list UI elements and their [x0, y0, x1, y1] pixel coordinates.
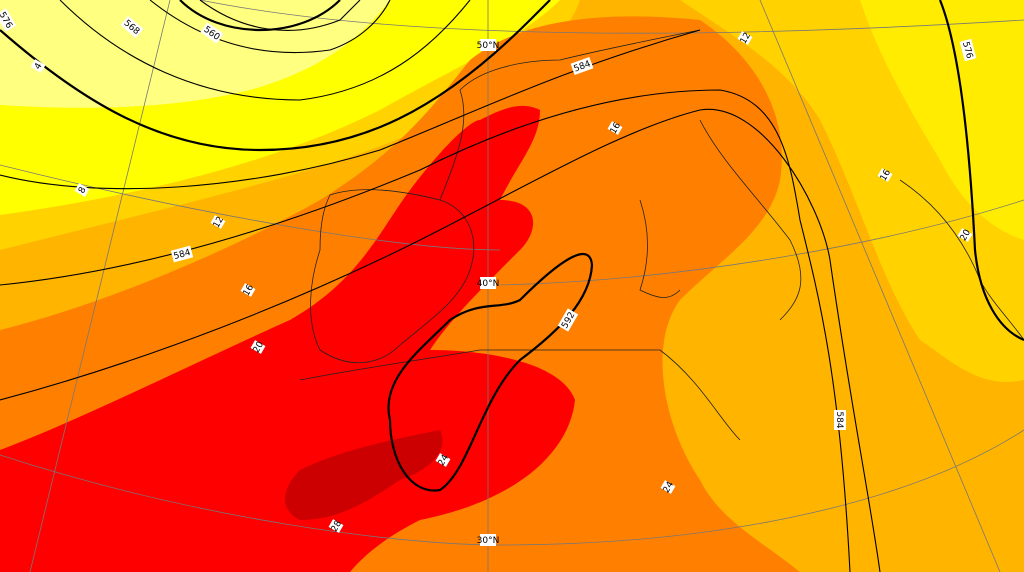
latitude-label-group: 30°N [477, 534, 500, 546]
temperature-label-group: 12 [737, 31, 753, 46]
contour-label: 584 [834, 411, 844, 428]
temperature-label-box [660, 480, 676, 494]
temperature-label-group: 4 [30, 59, 46, 73]
contour-label-box [570, 56, 594, 76]
contour-label-group: 584 [170, 245, 194, 263]
contour-label-box [170, 245, 194, 263]
contour-label: 576 [960, 41, 974, 60]
latitude-label-box [480, 277, 496, 289]
temperature-label-box [607, 121, 623, 135]
temperature-label-box [957, 228, 973, 242]
temperature-label-box [74, 183, 90, 197]
contour-label-box [959, 38, 977, 62]
temperature-label-box [30, 59, 46, 73]
temperature-label: 8 [77, 185, 89, 195]
temperature-label-box [240, 283, 256, 297]
contour-label-box [0, 8, 17, 32]
contour-label: 584 [173, 248, 192, 262]
contour-label-box [120, 15, 144, 39]
latitude-label: 30°N [477, 536, 500, 546]
contour-label-group: 584 [834, 410, 846, 430]
temperature-label-box [250, 340, 266, 354]
latitude-label-box [480, 39, 496, 51]
temperature-label: 12 [212, 215, 226, 230]
latitude-label-box [480, 534, 496, 546]
contour-label-box [557, 308, 579, 332]
contour-label-box [200, 22, 224, 44]
temperature-label-box [435, 453, 451, 467]
latitude-label-group: 40°N [477, 277, 500, 289]
contour-label-box [834, 410, 846, 430]
latitude-label: 40°N [477, 279, 500, 289]
temperature-label-box [328, 519, 344, 533]
latitude-label-group: 50°N [477, 39, 500, 51]
temperature-label-group: 12 [210, 215, 226, 230]
temperature-label-box [737, 31, 753, 45]
temperature-label-box [210, 215, 226, 229]
temperature-label: 4 [33, 61, 45, 71]
temperature-label-box [877, 168, 893, 182]
coastlines [299, 29, 1024, 441]
temperature-label-group: 8 [74, 183, 90, 197]
contour-label-group: 576 [959, 38, 977, 62]
latitude-label: 50°N [477, 41, 500, 51]
temperature-label: 12 [739, 31, 753, 46]
labels: 576 568 56058458459258457650°N40°N30°N4812… [0, 8, 977, 546]
